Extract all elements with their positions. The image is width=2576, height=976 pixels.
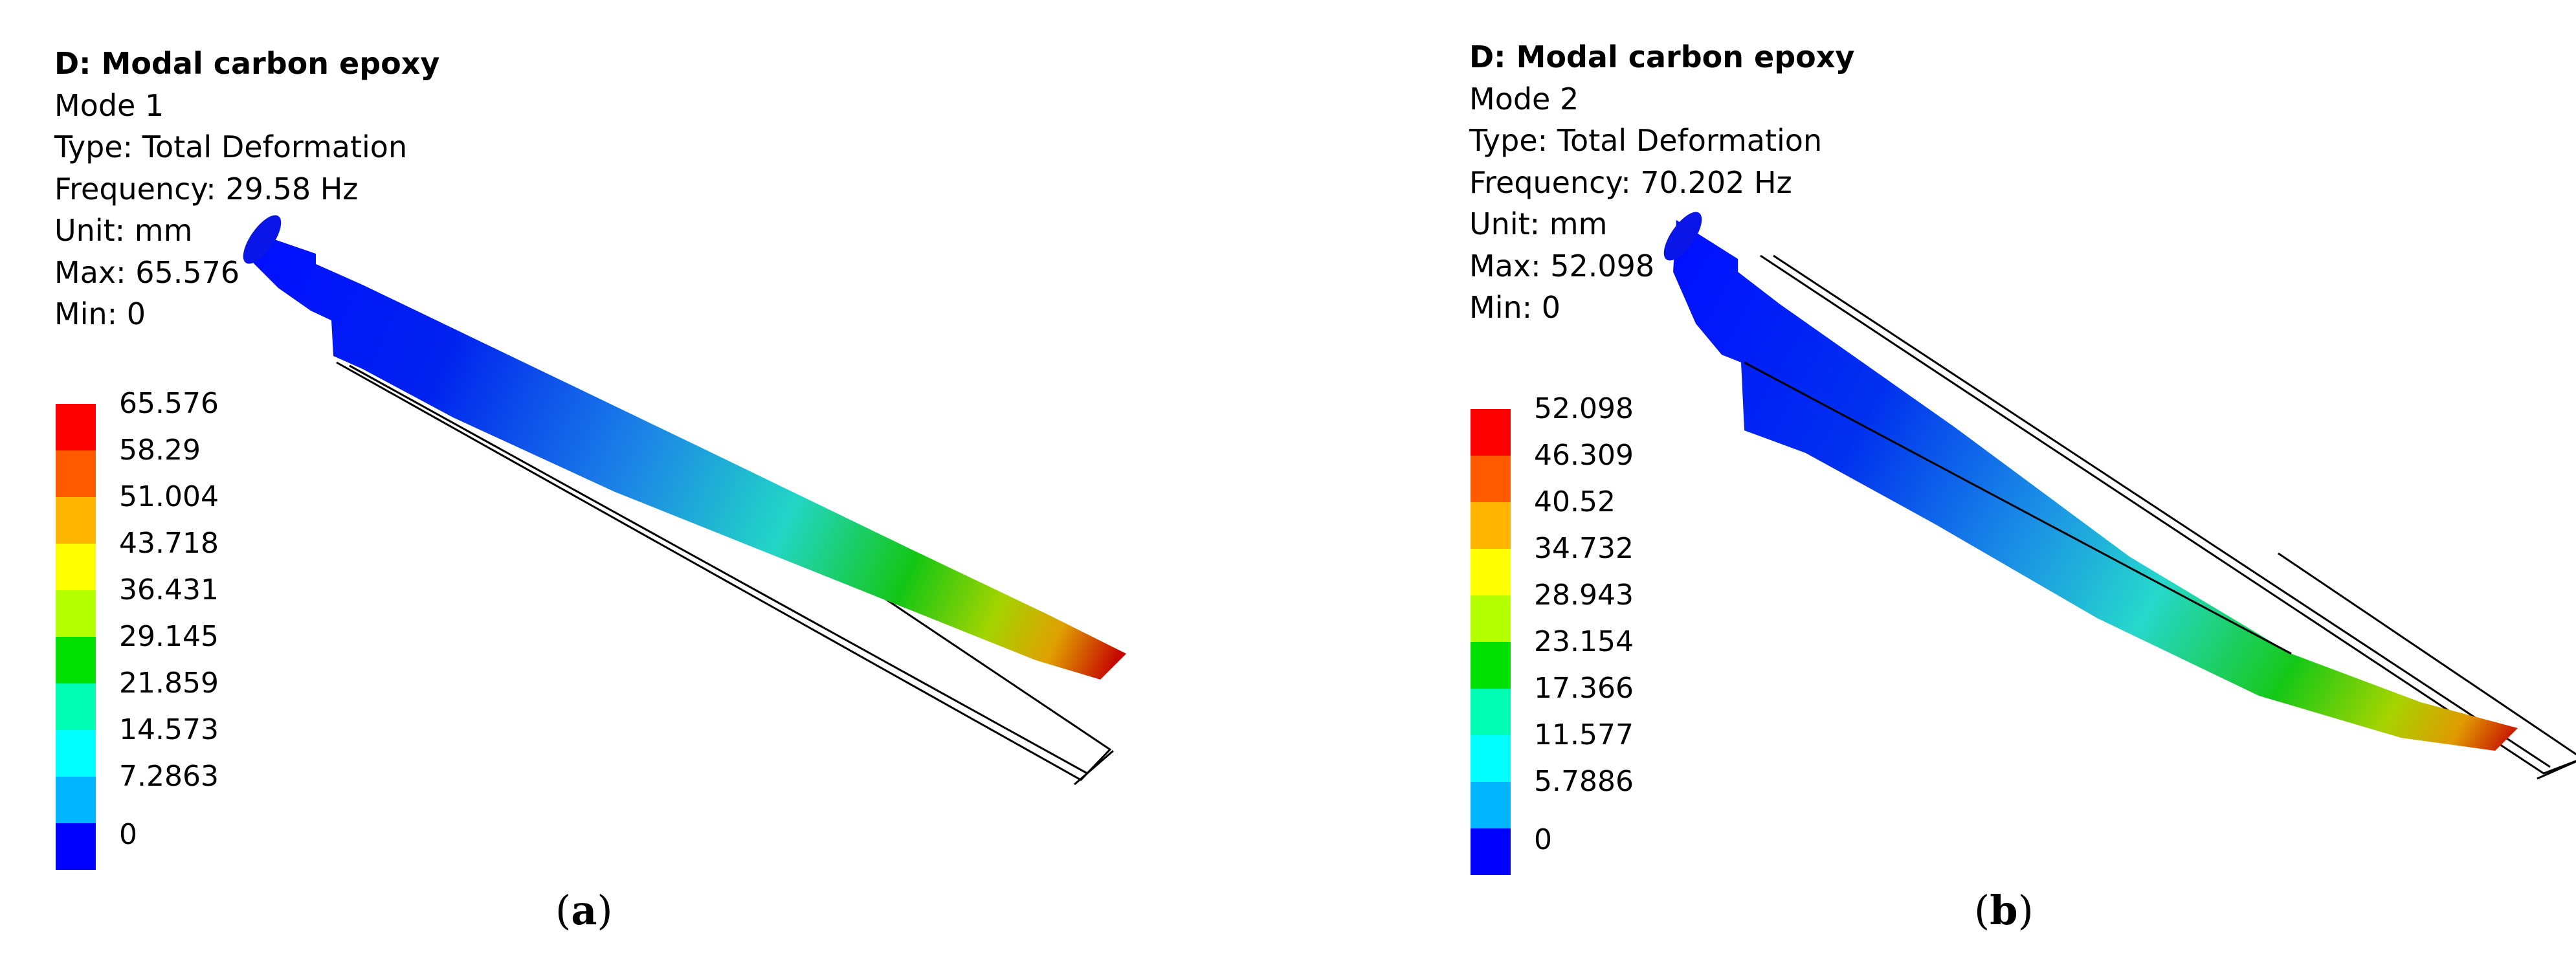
legend-tick-label: 14.573: [119, 713, 219, 746]
legend-tick-label: 51.004: [119, 480, 219, 513]
legend-swatch: [1471, 409, 1511, 456]
legend-tick-label: 0: [1534, 823, 1552, 856]
legend-tick-label: 29.145: [119, 620, 219, 653]
blade-deformation-plot-mode-1: [243, 215, 1126, 786]
min-label: Min: 0: [54, 296, 146, 331]
legend-tick-label: 52.098: [1534, 392, 1634, 425]
legend-tick-label: 23.154: [1534, 625, 1634, 658]
blade-deformation-plot-mode-2: [1663, 212, 2576, 780]
panel-a: D: Modal carbon epoxy Mode 1 Type: Total…: [54, 43, 1126, 934]
result-title: D: Modal carbon epoxy: [1469, 39, 1855, 74]
legend-tick-label: 46.309: [1534, 439, 1634, 472]
legend-tick-label: 43.718: [119, 527, 219, 560]
blade-root-cylinder: [1663, 212, 1702, 261]
result-info: D: Modal carbon epoxy Mode 1 Type: Total…: [54, 43, 439, 335]
legend-swatch: [56, 730, 96, 777]
legend-tick-label: 40.52: [1534, 485, 1616, 518]
legend-swatch: [1471, 642, 1511, 689]
legend-swatch: [1471, 782, 1511, 828]
color-legend: 52.098 46.309 40.52 34.732 28.943 23.154 17.36…: [1471, 392, 1665, 875]
undeformed-outline: [336, 361, 1114, 786]
blade-edge-line: [1744, 361, 2292, 655]
legend-swatch: [56, 450, 96, 497]
unit-label: Unit: mm: [54, 213, 193, 248]
legend-swatch: [1471, 828, 1511, 875]
legend-swatch: [56, 823, 96, 870]
max-label: Max: 65.576: [54, 254, 240, 290]
panel-b: D: Modal carbon epoxy Mode 2 Type: Total…: [1417, 0, 2576, 976]
legend-swatch: [1471, 689, 1511, 735]
type-label: Type: Total Deformation: [54, 129, 408, 164]
mode-label: Mode 2: [1469, 81, 1579, 116]
legend-tick-label: 5.7886: [1534, 765, 1634, 798]
legend-swatch: [1471, 595, 1511, 642]
caption-letter: b: [1990, 887, 2018, 934]
min-label: Min: 0: [1469, 290, 1561, 325]
legend-swatch: [1471, 735, 1511, 782]
legend-tick-label: 21.859: [119, 667, 219, 700]
max-label: Max: 52.098: [1469, 248, 1655, 283]
blade-root-cylinder: [243, 215, 282, 264]
color-legend: 65.576 58.29 51.004 43.718 36.431 29.145 21.85…: [56, 387, 250, 870]
type-label: Type: Total Deformation: [1469, 123, 1823, 158]
legend-swatch: [56, 404, 96, 450]
legend-swatch: [56, 683, 96, 730]
caption-letter: a: [571, 887, 597, 934]
frequency-label: Frequency: 70.202 Hz: [1469, 164, 1792, 200]
legend-tick-label: 34.732: [1534, 532, 1634, 565]
legend-tick-label: 65.576: [119, 387, 219, 420]
legend-tick-label: 7.2863: [119, 760, 219, 793]
legend-swatch: [1471, 502, 1511, 549]
result-title: D: Modal carbon epoxy: [54, 46, 440, 81]
legend-swatch: [1471, 549, 1511, 595]
result-info: D: Modal carbon epoxy Mode 2 Type: Total…: [1469, 36, 1854, 329]
legend-tick-label: 36.431: [119, 573, 219, 606]
mode-label: Mode 1: [54, 87, 164, 123]
legend-swatch: [56, 590, 96, 637]
frequency-label: Frequency: 29.58 Hz: [54, 171, 359, 206]
deformed-blade-mode-1: [252, 233, 1126, 680]
legend-tick-label: 58.29: [119, 434, 201, 467]
undeformed-outline: [1760, 254, 2576, 780]
caption: (a): [555, 887, 613, 934]
unit-label: Unit: mm: [1469, 206, 1608, 241]
legend-swatch: [56, 497, 96, 544]
legend-tick-label: 0: [119, 818, 137, 851]
legend-tick-label: 11.577: [1534, 718, 1634, 751]
caption: (b): [1974, 887, 2034, 934]
legend-tick-label: 28.943: [1534, 579, 1634, 612]
legend-swatch: [56, 777, 96, 823]
legend-swatch: [56, 544, 96, 590]
legend-swatch: [1471, 456, 1511, 502]
legend-swatch: [56, 637, 96, 683]
legend-tick-label: 17.366: [1534, 672, 1634, 705]
